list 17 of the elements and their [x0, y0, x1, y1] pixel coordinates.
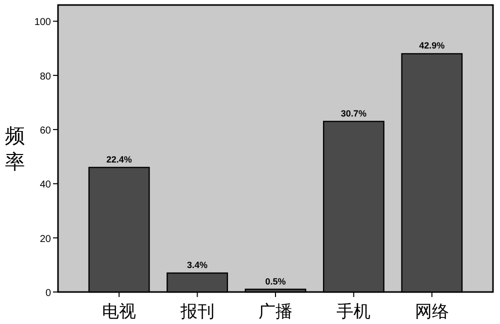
y-tick-label: 80 — [40, 71, 52, 82]
annotation: 42.9% — [419, 40, 445, 51]
y-tick-label: 60 — [40, 126, 52, 137]
x-tick-label: 手机 — [336, 302, 371, 322]
annotation: 3.4% — [187, 260, 208, 270]
annotation: 22.4% — [106, 154, 132, 164]
x-tick-label: 广播 — [258, 302, 292, 322]
annotation: 30.7% — [340, 108, 366, 118]
y-tick-label: 40 — [40, 180, 52, 191]
x-tick-label: 报刊 — [179, 302, 214, 322]
x-tick-label: 电视 — [102, 302, 136, 322]
y-tick-label: 100 — [34, 17, 52, 28]
y-axis-title: 频率 — [5, 124, 25, 174]
y-tick-label: 0 — [45, 288, 52, 299]
x-tick-label: 网络 — [414, 302, 449, 322]
annotation: 0.5% — [265, 276, 286, 286]
y-tick-label: 20 — [40, 234, 52, 245]
